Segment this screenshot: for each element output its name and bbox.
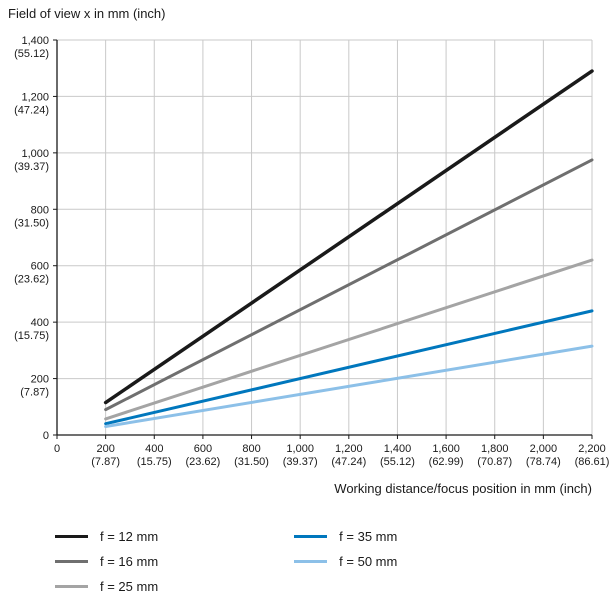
legend-column: f = 12 mm f = 16 mm f = 25 mm [55, 529, 158, 594]
legend-item: f = 12 mm [55, 529, 158, 544]
x-axis-label: Working distance/focus position in mm (i… [334, 481, 592, 496]
legend: f = 12 mm f = 16 mm f = 25 mm f = 35 mm f = … [55, 529, 397, 594]
x-tick-label-inch: (23.62) [185, 456, 220, 468]
y-tick-label-inch: (39.37) [14, 161, 49, 173]
x-tick-label-inch: (15.75) [137, 456, 172, 468]
y-tick-label: 1,000 [21, 148, 49, 160]
x-tick-label-inch: (86.61) [575, 456, 610, 468]
x-tick-label-inch: (47.24) [331, 456, 366, 468]
y-tick-label: 1,400 [21, 35, 49, 47]
x-tick-label: 0 [54, 443, 60, 455]
x-tick-label-inch: (70.87) [477, 456, 512, 468]
series-line-f-50-mm [104, 344, 594, 429]
x-tick-label: 200 [96, 443, 114, 455]
x-tick-label-inch: (55.12) [380, 456, 415, 468]
y-tick-label: 0 [43, 430, 49, 442]
chart-svg: 0 200(7.87)400(15.75)600(23.62)800(31.50)… [14, 35, 610, 468]
series-line-f-35-mm [104, 309, 594, 426]
x-tick-label: 1,000 [286, 443, 314, 455]
legend-label: f = 12 mm [100, 529, 159, 544]
x-tick-label-inch: (62.99) [429, 456, 464, 468]
legend-label: f = 25 mm [100, 579, 159, 594]
y-tick-label: 1,200 [21, 91, 49, 103]
legend-item: f = 50 mm [294, 554, 397, 569]
y-tick-label-inch: (47.24) [14, 104, 49, 116]
y-tick-label: 600 [31, 261, 49, 273]
legend-swatch [55, 560, 88, 563]
legend-swatch [294, 535, 328, 538]
y-tick-label-inch: (23.62) [14, 274, 49, 286]
x-tick-label: 1,800 [481, 443, 509, 455]
legend-swatch [55, 535, 88, 538]
legend-label: f = 50 mm [339, 554, 398, 569]
x-tick-label: 1,200 [335, 443, 363, 455]
legend-label: f = 35 mm [339, 529, 398, 544]
x-tick-label: 2,000 [530, 443, 558, 455]
chart-title: Field of view x in mm (inch) [8, 6, 166, 21]
legend-column: f = 35 mm f = 50 mm [294, 529, 397, 594]
series-line-f-25-mm [104, 258, 594, 421]
legend-label: f = 16 mm [100, 554, 159, 569]
legend-swatch [55, 585, 88, 588]
y-tick-label-inch: (55.12) [14, 48, 49, 60]
series-line-f-16-mm [104, 158, 594, 412]
y-tick-label-inch: (31.50) [14, 217, 49, 229]
x-tick-label: 1,600 [432, 443, 460, 455]
legend-swatch [294, 560, 328, 563]
y-tick-label: 400 [31, 317, 49, 329]
x-tick-label: 1,400 [384, 443, 412, 455]
legend-item: f = 16 mm [55, 554, 158, 569]
legend-item: f = 35 mm [294, 529, 397, 544]
x-tick-label-inch: (39.37) [283, 456, 318, 468]
x-tick-label-inch: (7.87) [91, 456, 120, 468]
y-tick-label-inch: (15.75) [14, 330, 49, 342]
x-tick-label-inch: (78.74) [526, 456, 561, 468]
y-tick-label: 200 [31, 374, 49, 386]
x-tick-label-inch: (31.50) [234, 456, 269, 468]
series-line-f-12-mm [103, 69, 594, 405]
legend-item: f = 25 mm [55, 579, 158, 594]
x-tick-label: 2,200 [578, 443, 606, 455]
y-tick-label: 800 [31, 204, 49, 216]
x-tick-label: 600 [194, 443, 212, 455]
x-tick-label: 400 [145, 443, 163, 455]
x-tick-label: 800 [242, 443, 260, 455]
y-tick-label-inch: (7.87) [20, 387, 49, 399]
